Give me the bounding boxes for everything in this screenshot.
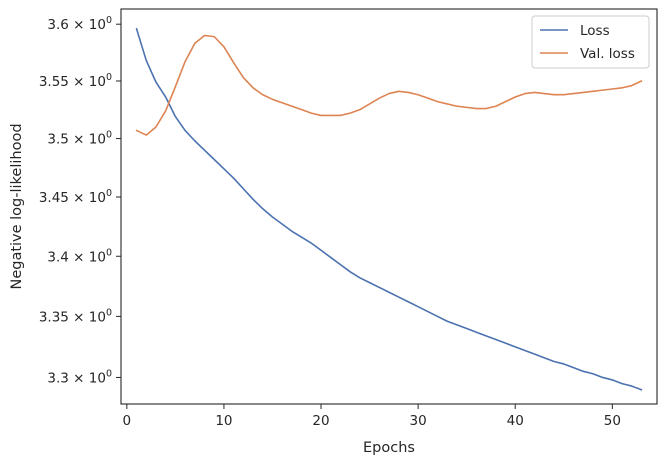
- x-axis-label: Epochs: [363, 440, 415, 456]
- x-tick-label: 0: [123, 413, 132, 429]
- y-axis-label: Negative log-likelihood: [9, 123, 25, 289]
- y-tick-label: 3.6 × 100: [47, 15, 112, 33]
- legend-label: Val. loss: [580, 46, 635, 62]
- legend-box: [531, 15, 650, 69]
- y-tick-label: 3.5 × 100: [47, 130, 112, 148]
- plot-area: [121, 9, 657, 404]
- y-tick-label: 3.35 × 100: [39, 307, 112, 325]
- y-tick-label: 3.3 × 100: [47, 368, 112, 386]
- x-tick-label: 20: [312, 413, 329, 429]
- x-tick-label: 10: [215, 413, 232, 429]
- x-tick-label: 50: [604, 413, 621, 429]
- legend-label: Loss: [580, 23, 610, 39]
- x-tick-label: 40: [507, 413, 524, 429]
- series-line-loss: [135, 27, 643, 391]
- legend: Loss Val. loss: [531, 15, 650, 69]
- y-tick-label: 3.55 × 100: [39, 72, 112, 90]
- y-tick-label: 3.4 × 100: [47, 247, 112, 265]
- y-tick-label: 3.45 × 100: [39, 188, 112, 206]
- series-line-val-loss: [135, 34, 643, 136]
- x-tick-label: 30: [410, 413, 427, 429]
- plot-frame: [120, 8, 658, 405]
